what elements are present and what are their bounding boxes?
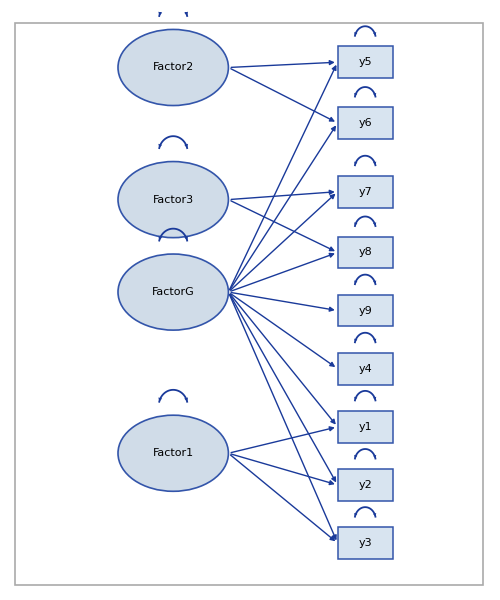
Text: y4: y4	[358, 364, 372, 374]
FancyBboxPatch shape	[338, 107, 393, 139]
FancyBboxPatch shape	[338, 46, 393, 78]
Ellipse shape	[118, 415, 228, 491]
Text: Factor1: Factor1	[152, 448, 194, 458]
Text: Factor3: Factor3	[152, 194, 194, 205]
Text: y6: y6	[358, 118, 372, 128]
FancyBboxPatch shape	[338, 527, 393, 559]
Text: y3: y3	[358, 538, 372, 548]
Ellipse shape	[118, 161, 228, 238]
FancyBboxPatch shape	[338, 236, 393, 268]
FancyBboxPatch shape	[338, 353, 393, 385]
Text: y8: y8	[358, 247, 372, 257]
Text: y1: y1	[358, 422, 372, 432]
Ellipse shape	[118, 254, 228, 330]
FancyBboxPatch shape	[338, 176, 393, 208]
Text: y5: y5	[358, 57, 372, 67]
Text: FactorG: FactorG	[152, 287, 194, 297]
FancyBboxPatch shape	[338, 469, 393, 501]
Ellipse shape	[118, 29, 228, 106]
Text: y9: y9	[358, 305, 372, 316]
Text: y7: y7	[358, 187, 372, 197]
FancyBboxPatch shape	[338, 295, 393, 326]
FancyBboxPatch shape	[338, 411, 393, 443]
Text: Factor2: Factor2	[152, 62, 194, 73]
Text: y2: y2	[358, 480, 372, 490]
